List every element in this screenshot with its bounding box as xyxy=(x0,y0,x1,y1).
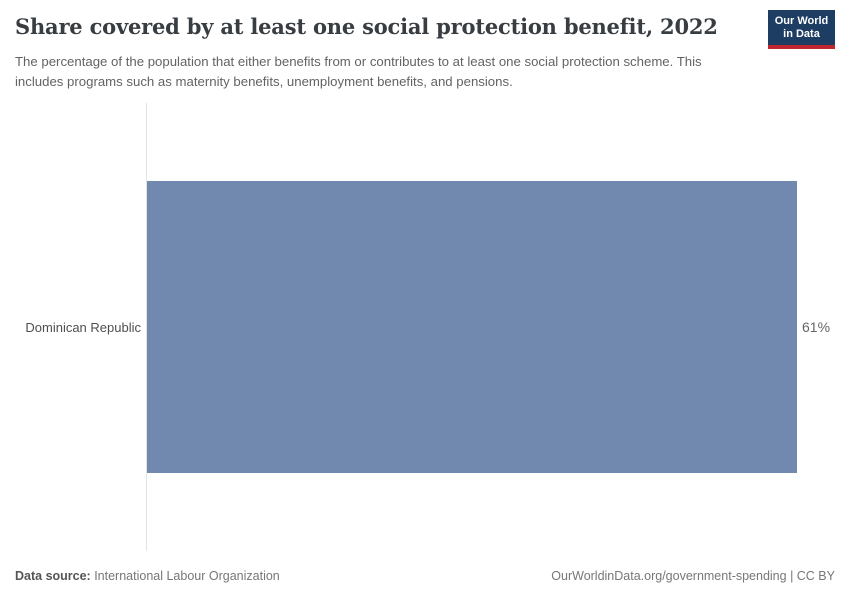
bar-track xyxy=(147,181,797,473)
category-label-dominican-republic: Dominican Republic xyxy=(25,319,141,335)
bar-dominican-republic[interactable] xyxy=(147,181,797,473)
owid-logo[interactable]: Our World in Data xyxy=(768,10,835,49)
value-label: 61% xyxy=(802,319,831,335)
owid-logo-line2: in Data xyxy=(783,28,820,40)
bar-row: Dominican Republic 61% xyxy=(0,181,850,473)
footer-link[interactable]: OurWorldinData.org/government-spending |… xyxy=(551,569,835,583)
chart-title: Share covered by at least one social pro… xyxy=(15,14,718,39)
data-source-label: Data source: xyxy=(15,569,91,583)
chart-plot-area: Dominican Republic 61% xyxy=(0,103,850,551)
y-axis-line xyxy=(146,103,147,551)
chart-subtitle: The percentage of the population that ei… xyxy=(15,54,702,89)
chart-footer: Data source: International Labour Organi… xyxy=(15,569,835,583)
owid-logo-line1: Our World xyxy=(774,15,829,27)
data-source-note: Data source: International Labour Organi… xyxy=(15,569,280,583)
data-source-value: International Labour Organization xyxy=(90,569,280,583)
